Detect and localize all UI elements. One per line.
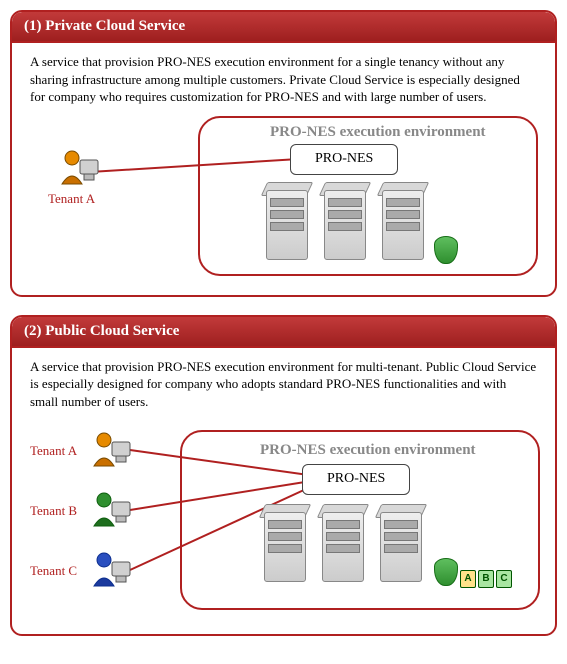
panel-body: A service that provision PRO-NES executi… [12, 348, 555, 635]
panel-header: (1) Private Cloud Service [12, 12, 555, 43]
server-icon [378, 178, 430, 262]
tenant-b-icon [90, 488, 132, 530]
product-label: PRO-NES [302, 464, 410, 495]
env-title: PRO-NES execution environment [260, 440, 476, 460]
tenant-c-icon [90, 548, 132, 590]
tenant-a-label: Tenant A [48, 190, 95, 208]
diagram-private: PRO-NES execution environment PRO-NES Te… [30, 116, 537, 281]
server-icon [260, 500, 312, 584]
slot-a: A [460, 570, 476, 588]
panel-body: A service that provision PRO-NES executi… [12, 43, 555, 295]
server-icon [262, 178, 314, 262]
tenant-c-label: Tenant C [30, 562, 77, 580]
server-icon [320, 178, 372, 262]
server-row [262, 178, 430, 262]
tenant-a-label: Tenant A [30, 442, 77, 460]
slot-b: B [478, 570, 494, 588]
tenant-b-label: Tenant B [30, 502, 77, 520]
description: A service that provision PRO-NES executi… [30, 358, 537, 411]
tenant-a-icon [58, 146, 100, 188]
server-icon [376, 500, 428, 584]
panel-header: (2) Public Cloud Service [12, 317, 555, 348]
server-icon [318, 500, 370, 584]
server-row [260, 500, 428, 584]
panel-public-cloud: (2) Public Cloud Service A service that … [10, 315, 557, 637]
tenant-a-icon [90, 428, 132, 470]
description: A service that provision PRO-NES executi… [30, 53, 537, 106]
slot-c: C [496, 570, 512, 588]
product-label: PRO-NES [290, 144, 398, 175]
panel-private-cloud: (1) Private Cloud Service A service that… [10, 10, 557, 297]
disk-icon [434, 236, 458, 264]
env-title: PRO-NES execution environment [270, 122, 486, 142]
diagram-public: PRO-NES execution environment PRO-NES Te… [30, 420, 537, 620]
